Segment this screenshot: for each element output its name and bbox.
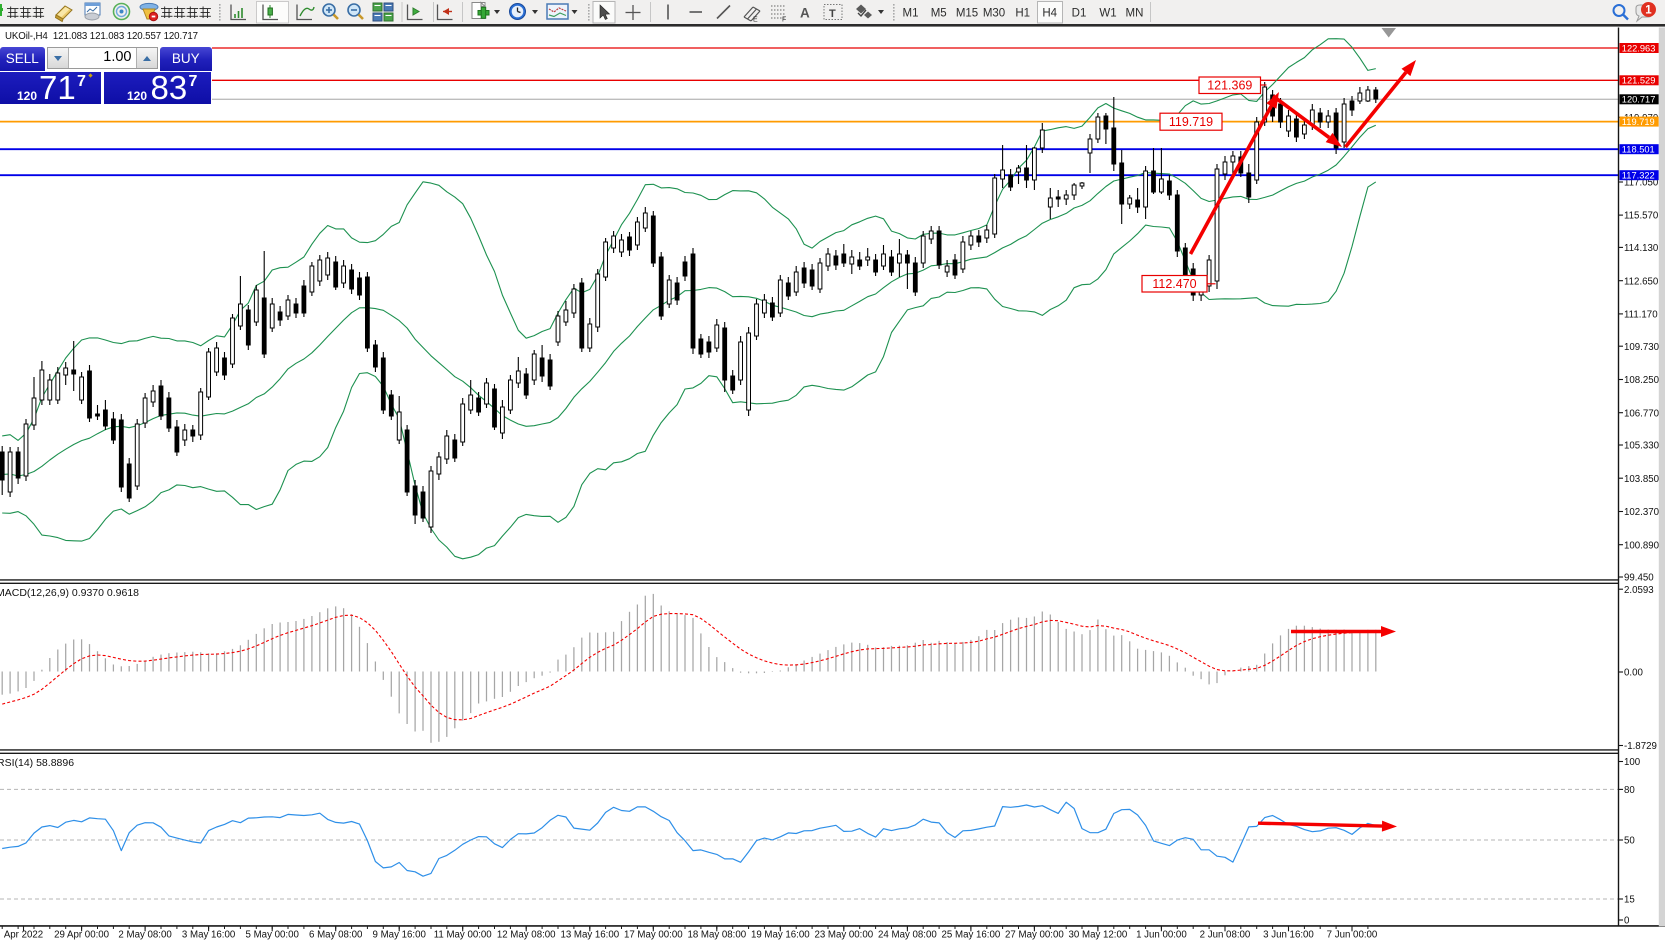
svg-text:M30: M30 — [983, 8, 1005, 20]
svg-text:80: 80 — [1624, 785, 1635, 796]
svg-text:RSI(14) 58.8896: RSI(14) 58.8896 — [0, 757, 74, 769]
svg-text:11 May 00:00: 11 May 00:00 — [434, 930, 493, 940]
svg-text:120.717: 120.717 — [1622, 95, 1656, 105]
svg-text:12 May 08:00: 12 May 08:00 — [497, 930, 556, 940]
svg-text:114.130: 114.130 — [1624, 243, 1659, 254]
svg-text:119.719: 119.719 — [1622, 117, 1655, 127]
svg-text:18 May 08:00: 18 May 08:00 — [687, 930, 746, 940]
svg-text:2.0593: 2.0593 — [1624, 585, 1654, 596]
svg-text:Apr 2022: Apr 2022 — [4, 930, 43, 940]
svg-text:M5: M5 — [931, 8, 947, 20]
svg-text:115.570: 115.570 — [1624, 211, 1659, 222]
svg-text:119.719: 119.719 — [1169, 115, 1213, 129]
svg-text:25 May 16:00: 25 May 16:00 — [942, 930, 1001, 940]
svg-text:23 May 00:00: 23 May 00:00 — [814, 930, 873, 940]
svg-text:W1: W1 — [1099, 8, 1116, 20]
svg-text:122.963: 122.963 — [1622, 43, 1656, 53]
svg-text:A: A — [800, 6, 810, 21]
svg-text:30 May 12:00: 30 May 12:00 — [1069, 930, 1128, 940]
svg-text:M15: M15 — [956, 8, 978, 20]
svg-text:103.850: 103.850 — [1624, 474, 1660, 485]
svg-text:112.650: 112.650 — [1624, 276, 1659, 287]
svg-text:100.890: 100.890 — [1624, 540, 1660, 551]
svg-text:MACD(12,26,9) 0.9370 0.9618: MACD(12,26,9) 0.9370 0.9618 — [0, 587, 139, 599]
svg-text:29 Apr 00:00: 29 Apr 00:00 — [54, 930, 110, 940]
svg-text:9 May 16:00: 9 May 16:00 — [373, 930, 427, 940]
svg-text:24 May 08:00: 24 May 08:00 — [878, 930, 937, 940]
svg-text:13 May 16:00: 13 May 16:00 — [560, 930, 619, 940]
svg-text:27 May 00:00: 27 May 00:00 — [1005, 930, 1064, 940]
svg-text:MN: MN — [1126, 8, 1144, 20]
svg-text:121.369: 121.369 — [1207, 79, 1252, 93]
svg-text:17 May 00:00: 17 May 00:00 — [624, 930, 683, 940]
svg-text:112.470: 112.470 — [1152, 277, 1196, 291]
svg-text:H4: H4 — [1042, 8, 1057, 20]
svg-text:100: 100 — [1624, 757, 1641, 768]
svg-text:109.730: 109.730 — [1624, 342, 1660, 353]
svg-text:3 May 16:00: 3 May 16:00 — [182, 930, 236, 940]
svg-text:1: 1 — [1645, 5, 1652, 17]
svg-text:106.770: 106.770 — [1624, 408, 1660, 419]
svg-text:2 May 08:00: 2 May 08:00 — [118, 930, 172, 940]
svg-text:105.330: 105.330 — [1624, 441, 1660, 452]
svg-text:E: E — [753, 17, 758, 24]
svg-text:7 Jun 00:00: 7 Jun 00:00 — [1327, 930, 1378, 940]
svg-text:-1.8729: -1.8729 — [1624, 741, 1657, 752]
svg-text:99.450: 99.450 — [1624, 573, 1654, 584]
svg-text:121.529: 121.529 — [1622, 76, 1656, 86]
svg-text:2 Jun 08:00: 2 Jun 08:00 — [1200, 930, 1251, 940]
svg-text:118.501: 118.501 — [1622, 145, 1655, 155]
svg-text:M1: M1 — [903, 8, 919, 20]
svg-text:0: 0 — [1624, 916, 1630, 927]
svg-text:108.250: 108.250 — [1624, 375, 1660, 386]
svg-text:19 May 16:00: 19 May 16:00 — [751, 930, 810, 940]
svg-text:15: 15 — [1624, 895, 1635, 906]
svg-text:1 Jun 00:00: 1 Jun 00:00 — [1136, 930, 1187, 940]
svg-text:5 May 00:00: 5 May 00:00 — [246, 930, 300, 940]
svg-text:H1: H1 — [1015, 8, 1030, 20]
svg-text:F: F — [782, 17, 786, 24]
svg-text:117.050: 117.050 — [1624, 178, 1659, 189]
svg-text:111.170: 111.170 — [1624, 310, 1658, 321]
svg-text:0.00: 0.00 — [1624, 668, 1643, 679]
svg-text:50: 50 — [1624, 836, 1635, 847]
svg-text:117.322: 117.322 — [1622, 171, 1655, 181]
svg-text:D1: D1 — [1072, 8, 1087, 20]
svg-text:UKOil-,H4 121.083 121.083 120: UKOil-,H4 121.083 121.083 120.557 120.71… — [5, 31, 198, 42]
svg-text:T: T — [829, 8, 836, 20]
svg-text:3 Jun 16:00: 3 Jun 16:00 — [1263, 930, 1314, 940]
svg-text:6 May 08:00: 6 May 08:00 — [309, 930, 363, 940]
svg-text:102.370: 102.370 — [1624, 507, 1660, 518]
